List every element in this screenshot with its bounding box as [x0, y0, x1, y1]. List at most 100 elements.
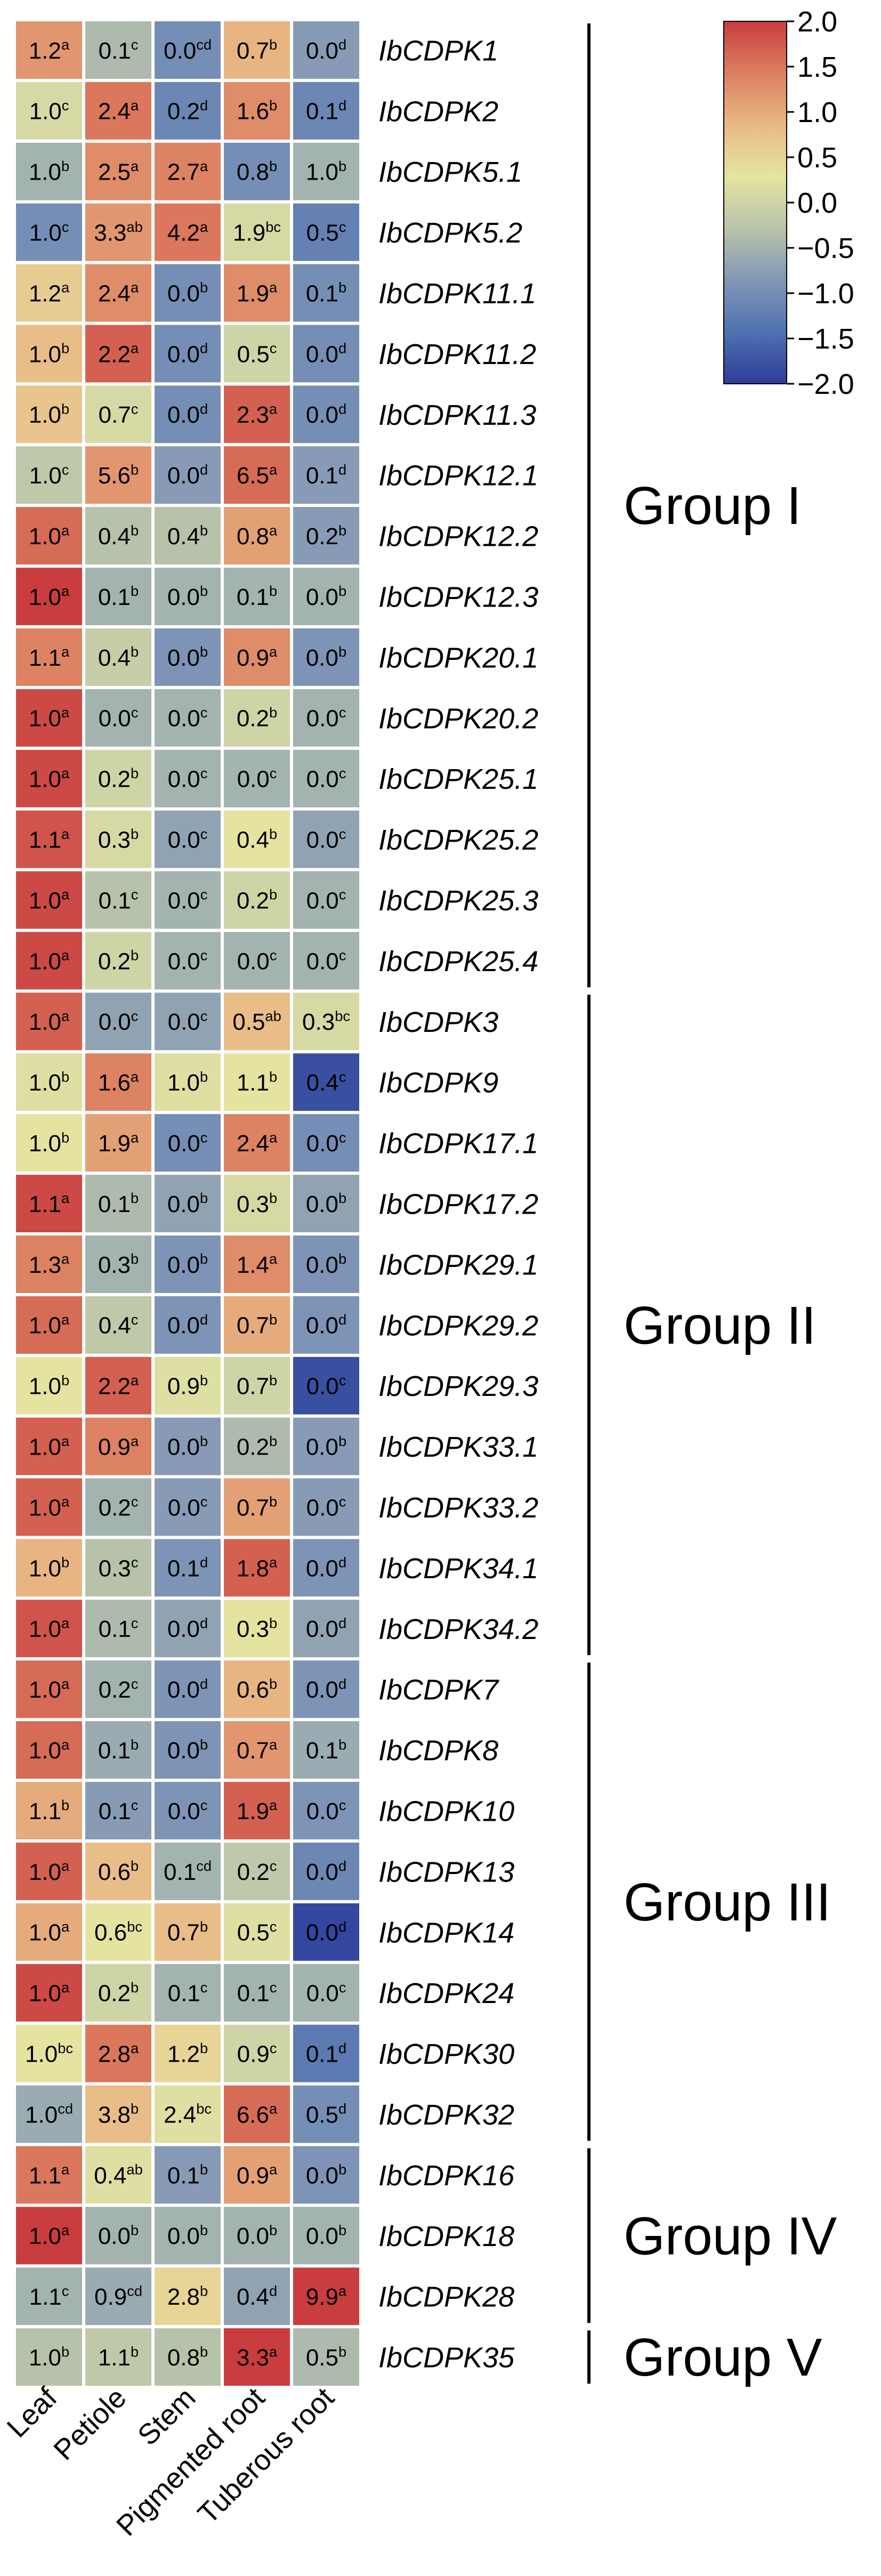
- cell-significance-letter: b: [131, 1190, 139, 1206]
- cell-value-label: 0.9a: [237, 643, 278, 671]
- cell-value-label: 1.6a: [98, 1068, 139, 1096]
- cell-value: 0.0: [306, 341, 338, 367]
- heatmap-cell: [85, 1782, 151, 1839]
- cell-value-label: 0.1c: [237, 1979, 277, 2007]
- cell-significance-letter: c: [339, 1979, 346, 1996]
- cell-value: 2.4: [237, 1130, 269, 1157]
- cell-significance-letter: b: [338, 2222, 346, 2238]
- cell-value: 0.0: [306, 1495, 339, 1521]
- cell-value: 0.3: [237, 1616, 269, 1642]
- cell-significance-letter: c: [131, 1797, 139, 1813]
- cell-value: 1.0: [25, 2102, 58, 2128]
- cell-significance-letter: a: [269, 1554, 278, 1571]
- cell-value-label: 1.1c: [29, 2282, 69, 2310]
- heatmap-cell: [155, 2146, 221, 2204]
- cell-value-label: 0.5c: [306, 219, 346, 246]
- gene-label: IbCDPK20.2: [378, 702, 538, 734]
- heatmap-cell: [155, 1175, 221, 1232]
- cell-value: 1.1: [29, 2162, 61, 2189]
- heatmap-cell: [224, 871, 290, 929]
- heatmap-cell: [155, 1356, 221, 1415]
- cell-value: 2.7: [167, 159, 200, 185]
- cell-value-label: 0.7c: [99, 400, 139, 428]
- heatmap-cell: [155, 264, 221, 322]
- cell-significance-letter: c: [62, 219, 69, 235]
- cell-value: 2.8: [98, 2041, 131, 2067]
- cell-value: 1.4: [237, 1252, 269, 1278]
- cell-value: 0.1: [306, 463, 338, 489]
- heatmap-cell: [155, 1721, 221, 1779]
- cell-significance-letter: c: [339, 1129, 346, 1145]
- heatmap-cell: [224, 1053, 290, 1111]
- heatmap-cell: [224, 203, 290, 261]
- cell-significance-letter: d: [338, 1311, 346, 1328]
- cell-significance-letter: a: [269, 1250, 278, 1267]
- cell-value: 0.2: [99, 1495, 131, 1521]
- cell-significance-letter: a: [269, 643, 278, 660]
- cell-value-label: 0.0d: [306, 340, 346, 368]
- heatmap-cell: [293, 2207, 359, 2265]
- heatmap-cell: [293, 1539, 359, 1597]
- cell-value-label: 0.2b: [237, 704, 277, 732]
- cell-value: 0.2: [306, 523, 338, 550]
- heatmap-cell: [293, 1235, 359, 1293]
- cell-value-label: 0.1b: [237, 583, 277, 610]
- cell-value-label: 1.1a: [29, 1190, 70, 1217]
- gene-label: IbCDPK34.1: [378, 1553, 538, 1585]
- cell-value-label: 0.0c: [306, 704, 346, 732]
- cell-significance-letter: c: [339, 219, 346, 235]
- cell-significance-letter: d: [200, 97, 208, 114]
- cell-significance-letter: b: [338, 1433, 346, 1449]
- cell-value: 1.0: [29, 341, 61, 367]
- cell-significance-letter: b: [338, 2343, 346, 2360]
- cell-value: 1.1: [29, 1798, 61, 1824]
- cell-significance-letter: b: [61, 1129, 69, 1145]
- cell-significance-letter: c: [270, 340, 277, 357]
- gene-label: IbCDPK3: [378, 1006, 498, 1038]
- cell-value: 0.0: [167, 1252, 200, 1278]
- heatmap-cell: [224, 325, 290, 383]
- cell-value-label: 1.0a: [29, 886, 70, 914]
- gene-label: IbCDPK17.2: [378, 1188, 538, 1220]
- cell-value: 2.3: [237, 402, 269, 428]
- cell-significance-letter: c: [200, 1797, 208, 1813]
- cell-value-label: 0.4ab: [94, 2161, 143, 2189]
- heatmap-cell: [155, 932, 221, 990]
- cell-value-label: 1.2a: [29, 36, 70, 64]
- cell-significance-letter: b: [338, 279, 346, 296]
- cell-value-label: 1.0b: [29, 1372, 69, 1400]
- heatmap-cell: [293, 749, 359, 807]
- cell-value-label: 0.1b: [167, 2161, 208, 2189]
- heatmap-cell: [224, 1114, 290, 1172]
- cell-value-label: 0.3b: [98, 826, 139, 853]
- cell-significance-letter: b: [200, 1918, 208, 1935]
- cell-value: 0.1: [164, 1859, 196, 1885]
- cell-value-label: 0.8b: [237, 158, 277, 185]
- cell-value: 0.2: [98, 1981, 131, 2007]
- cell-value-label: 1.0b: [29, 1068, 69, 1096]
- cell-value: 0.0: [167, 341, 200, 367]
- cell-value-label: 0.9cd: [94, 2282, 142, 2310]
- cell-value-label: 1.1b: [237, 1068, 277, 1096]
- cell-value: 0.4: [98, 523, 131, 550]
- cell-value-label: 1.1a: [29, 2161, 70, 2189]
- cell-value-label: 0.0d: [167, 1614, 208, 1642]
- cell-significance-letter: cd: [127, 2282, 142, 2299]
- cell-value-label: 2.8a: [98, 2040, 139, 2068]
- cell-value-label: 2.5a: [98, 158, 139, 185]
- cell-value-label: 0.0b: [167, 1250, 208, 1278]
- cell-value-label: 0.3bc: [302, 1007, 350, 1035]
- cell-value-label: 0.0c: [306, 1493, 346, 1521]
- cell-value: 3.3: [237, 2345, 269, 2371]
- cell-value: 0.1: [306, 280, 338, 306]
- heatmap-cell: [85, 1660, 151, 1718]
- heatmap-cell: [224, 21, 290, 79]
- cell-value-label: 3.8b: [98, 2101, 139, 2128]
- group-brackets: Group I Group II Group III Group IV Group V: [587, 23, 837, 2387]
- cell-significance-letter: d: [269, 2282, 277, 2299]
- colorbar-tick-label: 2.0: [797, 6, 837, 38]
- cell-value: 0.0: [306, 402, 338, 428]
- heatmap-cell: [293, 1356, 359, 1415]
- heatmap-cell: [85, 932, 151, 990]
- colorbar-tick-label: 0.5: [797, 142, 837, 174]
